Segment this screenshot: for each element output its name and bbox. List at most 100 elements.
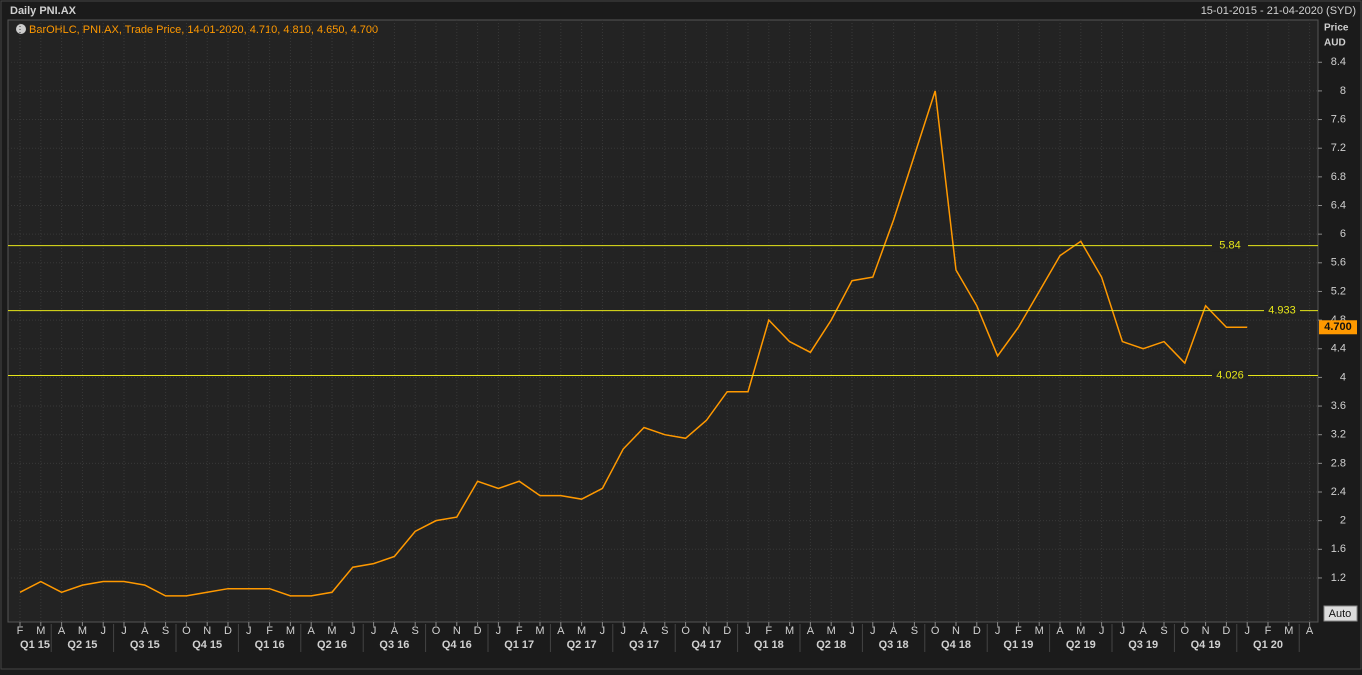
axis-label: AUD [1324,38,1346,49]
hline-label-bg [1212,369,1248,382]
x-tick-label: M [785,625,794,637]
y-tick-label: 6.4 [1331,199,1346,211]
y-tick-label: 7.6 [1331,113,1346,125]
x-tick-label: M [36,625,45,637]
quarter-label: Q3 15 [130,639,160,651]
auto-button[interactable] [1323,605,1358,622]
x-tick-label: J [620,625,626,637]
x-tick-label: F [1015,625,1022,637]
hline-label: 4.933 [1268,304,1296,316]
x-tick-label: J [246,625,252,637]
x-tick-label: J [870,625,876,637]
y-tick-label: 3.6 [1331,400,1346,412]
y-tick-label: 2.4 [1331,486,1346,498]
x-tick-label: M [577,625,586,637]
plot-area [7,19,1319,623]
x-tick-label: M [535,625,544,637]
quarter-label: Q3 17 [629,639,659,651]
hline-label: 4.026 [1216,369,1244,381]
x-tick-label: S [162,625,169,637]
x-tick-label: M [827,625,836,637]
x-tick-label: A [640,625,648,637]
quarter-label: Q2 18 [816,639,846,651]
quarter-label: Q4 15 [192,639,222,651]
quarter-label: Q2 15 [67,639,97,651]
quarter-label: Q1 15 [20,639,50,651]
y-tick-label: 1.2 [1331,572,1346,584]
x-tick-label: A [890,625,898,637]
x-tick-label: S [412,625,419,637]
x-tick-label: J [1244,625,1250,637]
x-tick-label: F [266,625,273,637]
x-tick-label: O [1181,625,1190,637]
x-tick-label: J [849,625,855,637]
y-tick-label: 3.2 [1331,429,1346,441]
x-tick-label: S [661,625,668,637]
x-tick-label: J [745,625,751,637]
quarter-label: Q3 19 [1128,639,1158,651]
y-tick-label: 5.2 [1331,285,1346,297]
last-price-box [1319,320,1357,335]
x-tick-label: M [286,625,295,637]
legend-icon [16,24,26,34]
quarter-label: Q2 17 [567,639,597,651]
quarter-label: Q3 16 [379,639,409,651]
x-tick-label: M [327,625,336,637]
quarter-label: Q1 17 [504,639,534,651]
x-tick-label: F [17,625,24,637]
y-tick-label: 4 [1340,371,1346,383]
y-tick-label: 6 [1340,228,1346,240]
x-tick-label: A [391,625,399,637]
x-tick-label: J [371,625,377,637]
chart-title: Daily PNI.AX [10,5,77,17]
x-tick-label: F [516,625,523,637]
y-tick-label: 4.4 [1331,343,1346,355]
last-price-label: 4.700 [1324,321,1352,333]
x-tick-label: A [557,625,565,637]
y-tick-label: 7.2 [1331,142,1346,154]
x-tick-label: J [100,625,106,637]
hline-label: 5.84 [1219,240,1240,252]
x-tick-label: N [203,625,211,637]
x-tick-label: S [1160,625,1167,637]
x-tick-label: A [1306,625,1314,637]
auto-button-label[interactable]: Auto [1329,608,1352,620]
x-tick-label: M [1035,625,1044,637]
x-tick-label: M [78,625,87,637]
legend-text: BarOHLC, PNI.AX, Trade Price, 14-01-2020… [29,24,378,36]
x-tick-label: O [681,625,690,637]
x-tick-label: A [1056,625,1064,637]
x-tick-label: M [1284,625,1293,637]
y-tick-label: 8.4 [1331,56,1346,68]
x-tick-label: M [1076,625,1085,637]
x-tick-label: J [600,625,606,637]
x-tick-label: N [952,625,960,637]
x-tick-label: J [121,625,127,637]
quarter-label: Q3 18 [879,639,909,651]
x-tick-label: A [58,625,66,637]
x-tick-label: J [350,625,356,637]
quarter-label: Q1 16 [255,639,285,651]
quarter-label: Q1 20 [1253,639,1283,651]
x-tick-label: A [1140,625,1148,637]
x-tick-label: J [496,625,502,637]
quarter-label: Q2 19 [1066,639,1096,651]
x-tick-label: F [765,625,772,637]
x-tick-label: A [807,625,815,637]
date-range: 15-01-2015 - 21-04-2020 (SYD) [1201,5,1356,17]
y-tick-label: 2.8 [1331,457,1346,469]
x-tick-label: D [474,625,482,637]
x-tick-label: D [723,625,731,637]
quarter-label: Q4 19 [1191,639,1221,651]
x-tick-label: D [973,625,981,637]
x-tick-label: S [911,625,918,637]
quarter-label: Q1 19 [1003,639,1033,651]
quarter-label: Q4 18 [941,639,971,651]
quarter-label: Q1 18 [754,639,784,651]
x-tick-label: N [1202,625,1210,637]
quarter-label: Q4 16 [442,639,472,651]
hline-label-bg [1212,239,1248,252]
x-tick-label: N [453,625,461,637]
x-tick-label: A [141,625,149,637]
